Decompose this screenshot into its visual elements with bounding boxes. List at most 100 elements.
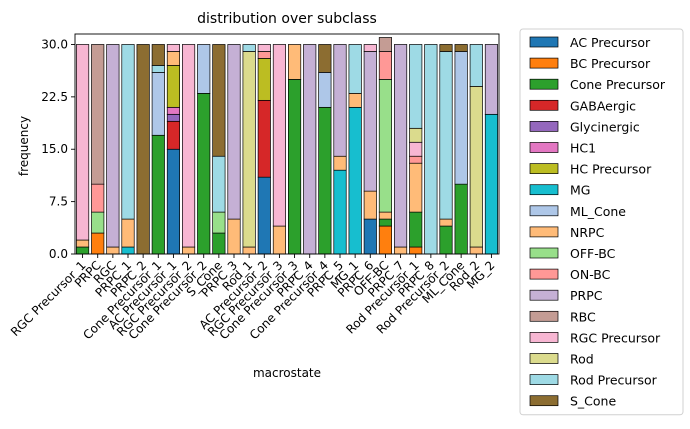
legend-swatch <box>529 247 559 259</box>
bar-segment <box>318 44 332 73</box>
bar-segment <box>212 44 226 157</box>
legend-swatch <box>529 99 559 111</box>
legend-label: MG <box>570 183 590 198</box>
bar-segment <box>91 183 105 213</box>
bar-segment <box>348 106 362 255</box>
bar-segment <box>363 190 377 220</box>
bar-segment <box>348 93 362 108</box>
bar-segment <box>227 218 241 255</box>
bar-segment <box>409 44 423 129</box>
bar-segment <box>212 232 226 255</box>
bar-segment <box>151 72 165 136</box>
bar-segment <box>288 79 302 255</box>
y-tick-label: 7.5 <box>49 195 68 209</box>
plot-frame <box>74 33 500 255</box>
legend-swatch <box>529 268 559 280</box>
bar-segment <box>182 246 196 255</box>
legend-label: NRPC <box>570 225 605 240</box>
bar-segment <box>197 44 211 94</box>
bar-segment <box>227 44 241 220</box>
y-tick-label: 22.5 <box>41 90 68 104</box>
bar-segment <box>484 44 498 115</box>
legend-label: Cone Precursor <box>570 77 666 92</box>
bar-segment <box>166 65 180 108</box>
legend-label: Glycinergic <box>570 119 640 134</box>
y-tick-label: 30.0 <box>41 37 68 51</box>
bar-segment <box>212 155 226 213</box>
bar-segment <box>166 120 180 150</box>
bar-segment <box>439 51 453 220</box>
bar-segment <box>121 44 135 220</box>
bar-segment <box>469 246 483 255</box>
legend-label: S_Cone <box>570 394 616 409</box>
legend-frame <box>519 28 684 416</box>
bar-segment <box>394 44 408 248</box>
bar-segment <box>454 44 468 52</box>
bar-segment <box>76 239 90 248</box>
bar-segment <box>333 155 347 171</box>
bar-segment <box>409 211 423 248</box>
bar-segment <box>439 225 453 255</box>
bar-segment <box>257 44 271 52</box>
bar-segment <box>272 225 286 255</box>
bar-segment <box>409 127 423 143</box>
legend-label: BC Precursor <box>570 56 651 71</box>
bar-segment <box>166 44 180 52</box>
bar-segment <box>76 246 90 255</box>
legend-swatch <box>529 374 559 385</box>
bar-segment <box>106 246 120 255</box>
legend-swatch <box>529 121 559 132</box>
bar-segment <box>257 58 271 101</box>
bar-segment <box>318 106 332 255</box>
legend-swatch <box>529 184 559 196</box>
bar-segment <box>76 44 90 241</box>
legend-label: PRPC <box>570 288 603 303</box>
bar-segment <box>182 44 196 248</box>
legend-swatch <box>529 332 559 343</box>
bar-segment <box>363 218 377 255</box>
x-tick-label: RGC Precursor_1 <box>8 258 89 339</box>
y-tick-label: 0.0 <box>49 247 68 261</box>
legend-swatch <box>529 57 559 69</box>
bar-segment <box>424 44 438 255</box>
bar-segment <box>242 246 256 255</box>
bar-segment <box>409 246 423 255</box>
bar-segment <box>121 218 135 248</box>
bar-segment <box>318 72 332 108</box>
bar-segment <box>484 113 498 255</box>
bar-segment <box>242 51 256 248</box>
bar-segment <box>151 65 165 73</box>
legend-label: RBC <box>570 309 596 324</box>
legend-swatch <box>529 78 559 90</box>
bar-segment <box>469 86 483 248</box>
bar-segment <box>166 51 180 66</box>
legend-swatch <box>529 226 559 238</box>
bar-segment <box>257 176 271 255</box>
bar-segment <box>409 155 423 164</box>
bar-segment <box>409 162 423 213</box>
legend-label: Rod <box>570 352 594 367</box>
bar-segment <box>333 169 347 255</box>
bar-segment <box>91 211 105 234</box>
legend-label: HC Precursor <box>570 162 652 177</box>
bar-segment <box>197 93 211 255</box>
legend-label: AC Precursor <box>570 35 651 50</box>
bar-segment <box>378 79 392 213</box>
bar-segment <box>439 218 453 227</box>
bar-segment <box>469 44 483 87</box>
legend-label: RGC Precursor <box>570 330 661 345</box>
bar-segment <box>106 44 120 248</box>
bar-segment <box>409 141 423 157</box>
bar-segment <box>348 44 362 94</box>
bar-segment <box>363 51 377 192</box>
bar-segment <box>136 44 150 255</box>
legend-label: GABAergic <box>570 98 636 113</box>
legend: AC Precursor BC Precursor Cone Precursor GA… <box>519 28 684 416</box>
y-tick-label: 15.0 <box>41 142 68 156</box>
legend-swatch <box>529 36 559 48</box>
bar-segment <box>378 225 392 255</box>
bar-segment <box>166 148 180 255</box>
y-axis-label: frequency <box>17 116 31 176</box>
bar-segment <box>378 51 392 80</box>
